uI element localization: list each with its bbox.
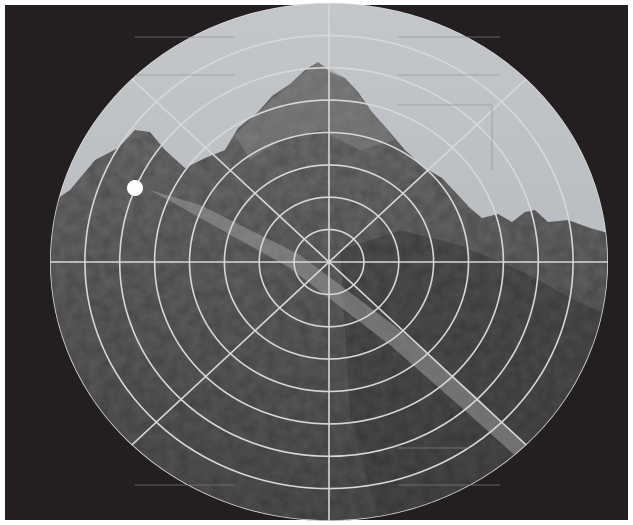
- grid-spoke: [328, 261, 527, 446]
- polar-grid: [50, 3, 608, 521]
- snow-gully: [150, 190, 530, 460]
- faint-frame-lines: [135, 36, 500, 486]
- grid-spoke: [131, 78, 330, 263]
- marker-dot: [127, 180, 143, 196]
- photo-viewport: [50, 3, 608, 521]
- grid-spoke: [328, 78, 527, 263]
- grid-spoke: [131, 261, 330, 446]
